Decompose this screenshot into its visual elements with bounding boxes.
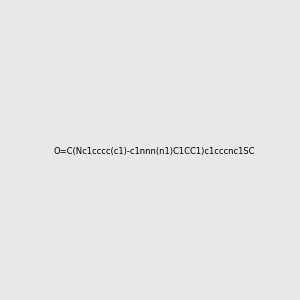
Text: O=C(Nc1cccc(c1)-c1nnn(n1)C1CC1)c1cccnc1SC: O=C(Nc1cccc(c1)-c1nnn(n1)C1CC1)c1cccnc1S… <box>53 147 254 156</box>
